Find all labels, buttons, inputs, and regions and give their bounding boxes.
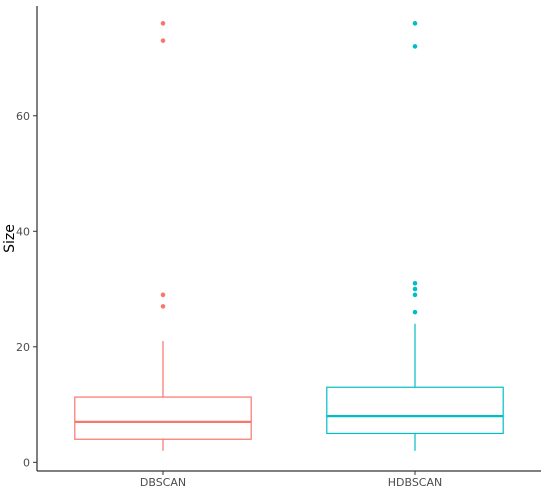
y-tick-label: 40 bbox=[16, 225, 30, 238]
iqr-box bbox=[326, 386, 504, 435]
x-axis-ticks: DBSCAN HDBSCAN bbox=[140, 471, 442, 489]
outlier-point bbox=[412, 286, 418, 292]
outlier-point bbox=[412, 292, 418, 298]
outlier-point bbox=[160, 38, 166, 43]
box-hdbscan bbox=[326, 21, 504, 451]
outlier-point bbox=[412, 309, 418, 315]
box-dbscan bbox=[74, 21, 252, 451]
outlier-point bbox=[412, 21, 418, 26]
y-axis-title: Size bbox=[2, 224, 18, 253]
outlier-point bbox=[412, 280, 418, 286]
iqr-box bbox=[74, 396, 252, 440]
x-tick-label: HDBSCAN bbox=[388, 476, 443, 489]
y-tick-label: 20 bbox=[16, 341, 30, 354]
x-tick-label: DBSCAN bbox=[140, 476, 186, 489]
plot-area bbox=[74, 21, 504, 451]
y-axis-ticks: 0 20 40 60 bbox=[16, 110, 37, 469]
outlier-point bbox=[160, 304, 166, 309]
outlier-point bbox=[412, 44, 418, 49]
outlier-point bbox=[160, 292, 166, 298]
outlier-point bbox=[160, 21, 166, 26]
y-tick-label: 60 bbox=[16, 110, 30, 123]
y-tick-label: 0 bbox=[23, 456, 30, 469]
